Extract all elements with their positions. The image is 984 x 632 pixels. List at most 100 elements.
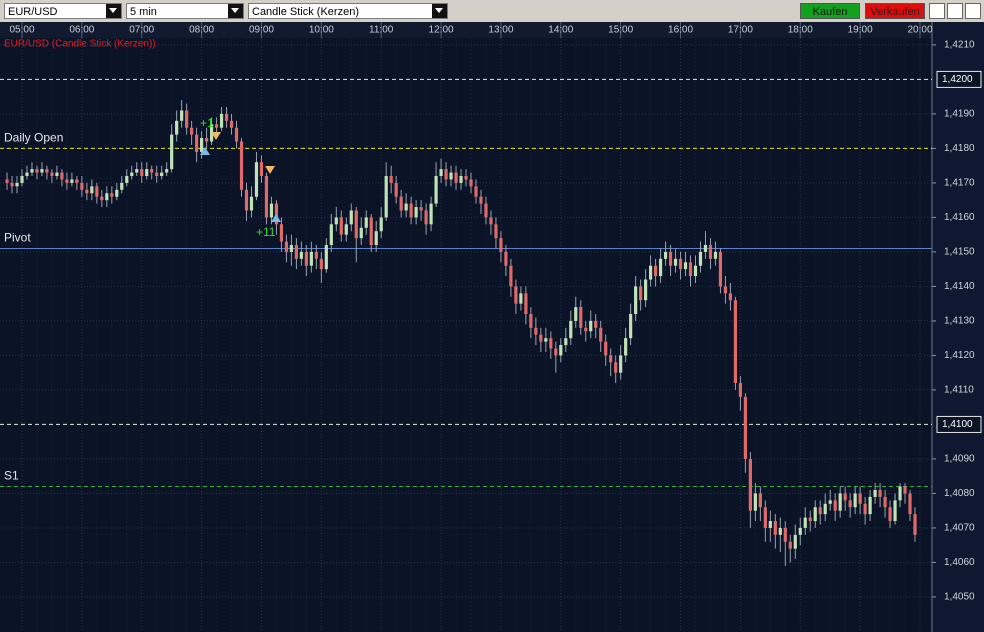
- dropdown-arrow[interactable]: [432, 4, 447, 18]
- x-tick-label: 08:00: [189, 25, 214, 36]
- dropdown-arrow[interactable]: [228, 4, 243, 18]
- candle-body: [294, 245, 298, 259]
- candle-body: [369, 217, 373, 246]
- candle-body: [788, 541, 792, 549]
- sell-button[interactable]: Verkaufen: [865, 3, 925, 19]
- candle-body: [359, 227, 363, 239]
- x-tick-label: 13:00: [488, 25, 513, 36]
- candle-body: [569, 320, 573, 339]
- candle-body: [703, 245, 708, 252]
- candle-body: [599, 327, 603, 342]
- y-tick-label: 1,4170: [944, 178, 975, 189]
- y-tick-label: 1,4150: [944, 247, 975, 258]
- candle-body: [504, 251, 508, 266]
- trade-markers: [200, 132, 281, 222]
- candle-body: [778, 527, 782, 535]
- interval-text: 5 min: [130, 6, 157, 18]
- candle-body: [364, 217, 368, 228]
- window-icon[interactable]: [965, 3, 981, 19]
- candle-body: [389, 176, 393, 183]
- candle-body: [269, 203, 274, 218]
- draw-icon[interactable]: [947, 3, 963, 19]
- bars-icon[interactable]: [929, 3, 945, 19]
- candle-body: [713, 251, 718, 259]
- candle-body: [180, 110, 184, 121]
- candle-body: [793, 534, 797, 549]
- candle-body: [853, 493, 857, 508]
- price-label: 1,4100: [942, 419, 973, 430]
- candle-body: [479, 196, 483, 204]
- chart-type-text: Candle Stick (Kerzen): [252, 6, 359, 18]
- candle-body: [419, 207, 423, 211]
- candle-body: [624, 338, 628, 356]
- y-tick-label: 1,4110: [944, 385, 974, 396]
- candle-body: [743, 396, 747, 459]
- candle-body: [55, 172, 59, 177]
- candle-body: [304, 251, 308, 266]
- candle-body: [798, 527, 802, 535]
- candle-body: [135, 169, 139, 173]
- candle-body: [254, 162, 259, 197]
- candle-body: [299, 251, 303, 259]
- candle-body: [698, 251, 703, 266]
- y-tick-label: 1,4060: [944, 557, 975, 568]
- candle-body: [45, 169, 49, 173]
- candle-body: [414, 207, 418, 218]
- candle-body: [65, 179, 69, 183]
- candle-body: [474, 186, 478, 197]
- candle-body: [673, 258, 678, 266]
- candle-body: [384, 176, 388, 218]
- y-tick-label: 1,4140: [944, 281, 975, 292]
- candle-body: [409, 203, 413, 218]
- candle-body: [549, 338, 553, 349]
- candle-body: [783, 527, 787, 542]
- candle-body: [753, 493, 757, 511]
- candle-body: [379, 217, 383, 232]
- candle-body: [85, 189, 89, 194]
- candle-body: [629, 314, 633, 339]
- y-tick-label: 1,4080: [944, 488, 975, 499]
- y-tick-label: 1,4120: [944, 350, 975, 361]
- interval-select[interactable]: 5 min: [126, 3, 244, 19]
- candle-body: [309, 251, 313, 266]
- candle-body: [394, 182, 398, 197]
- candle-body: [145, 169, 149, 177]
- symbol-select[interactable]: EUR/USD: [4, 3, 122, 19]
- candle-body: [649, 265, 653, 280]
- candle-body: [125, 176, 129, 183]
- candle-body: [544, 338, 548, 342]
- candle-body: [768, 521, 772, 528]
- candle-body: [10, 182, 14, 187]
- candle-body: [653, 265, 658, 277]
- candle-body: [639, 286, 643, 301]
- candle-body: [708, 245, 713, 259]
- candle-body: [868, 496, 872, 515]
- candle-body: [893, 500, 897, 522]
- candle-body: [509, 265, 513, 287]
- candle-body: [464, 176, 468, 180]
- candle-body: [324, 245, 328, 270]
- x-tick-label: 12:00: [429, 25, 454, 36]
- candle-body: [773, 521, 777, 535]
- candle-body: [239, 141, 244, 190]
- chart-type-select[interactable]: Candle Stick (Kerzen): [248, 3, 448, 19]
- candle-body: [5, 179, 9, 183]
- x-tick-label: 20:00: [907, 25, 932, 36]
- candle-body: [434, 176, 438, 204]
- candle-body: [234, 127, 239, 142]
- price-label: 1,4200: [942, 74, 973, 85]
- candle-body: [60, 172, 64, 180]
- candle-body: [858, 493, 862, 504]
- candle-body: [604, 341, 608, 356]
- dropdown-arrow[interactable]: [106, 4, 121, 18]
- candle-body: [120, 182, 124, 190]
- candle-body: [319, 258, 323, 270]
- buy-button[interactable]: Kaufen: [800, 3, 860, 19]
- candle-body: [663, 251, 668, 259]
- grid: [0, 22, 932, 632]
- candle-body: [913, 514, 917, 535]
- chart: EUR/USD (Candle Stick (Kerzen)) +1 +11 0…: [0, 22, 984, 632]
- sell-marker: [211, 132, 221, 140]
- candle-body: [634, 286, 638, 315]
- candle-body: [274, 203, 279, 225]
